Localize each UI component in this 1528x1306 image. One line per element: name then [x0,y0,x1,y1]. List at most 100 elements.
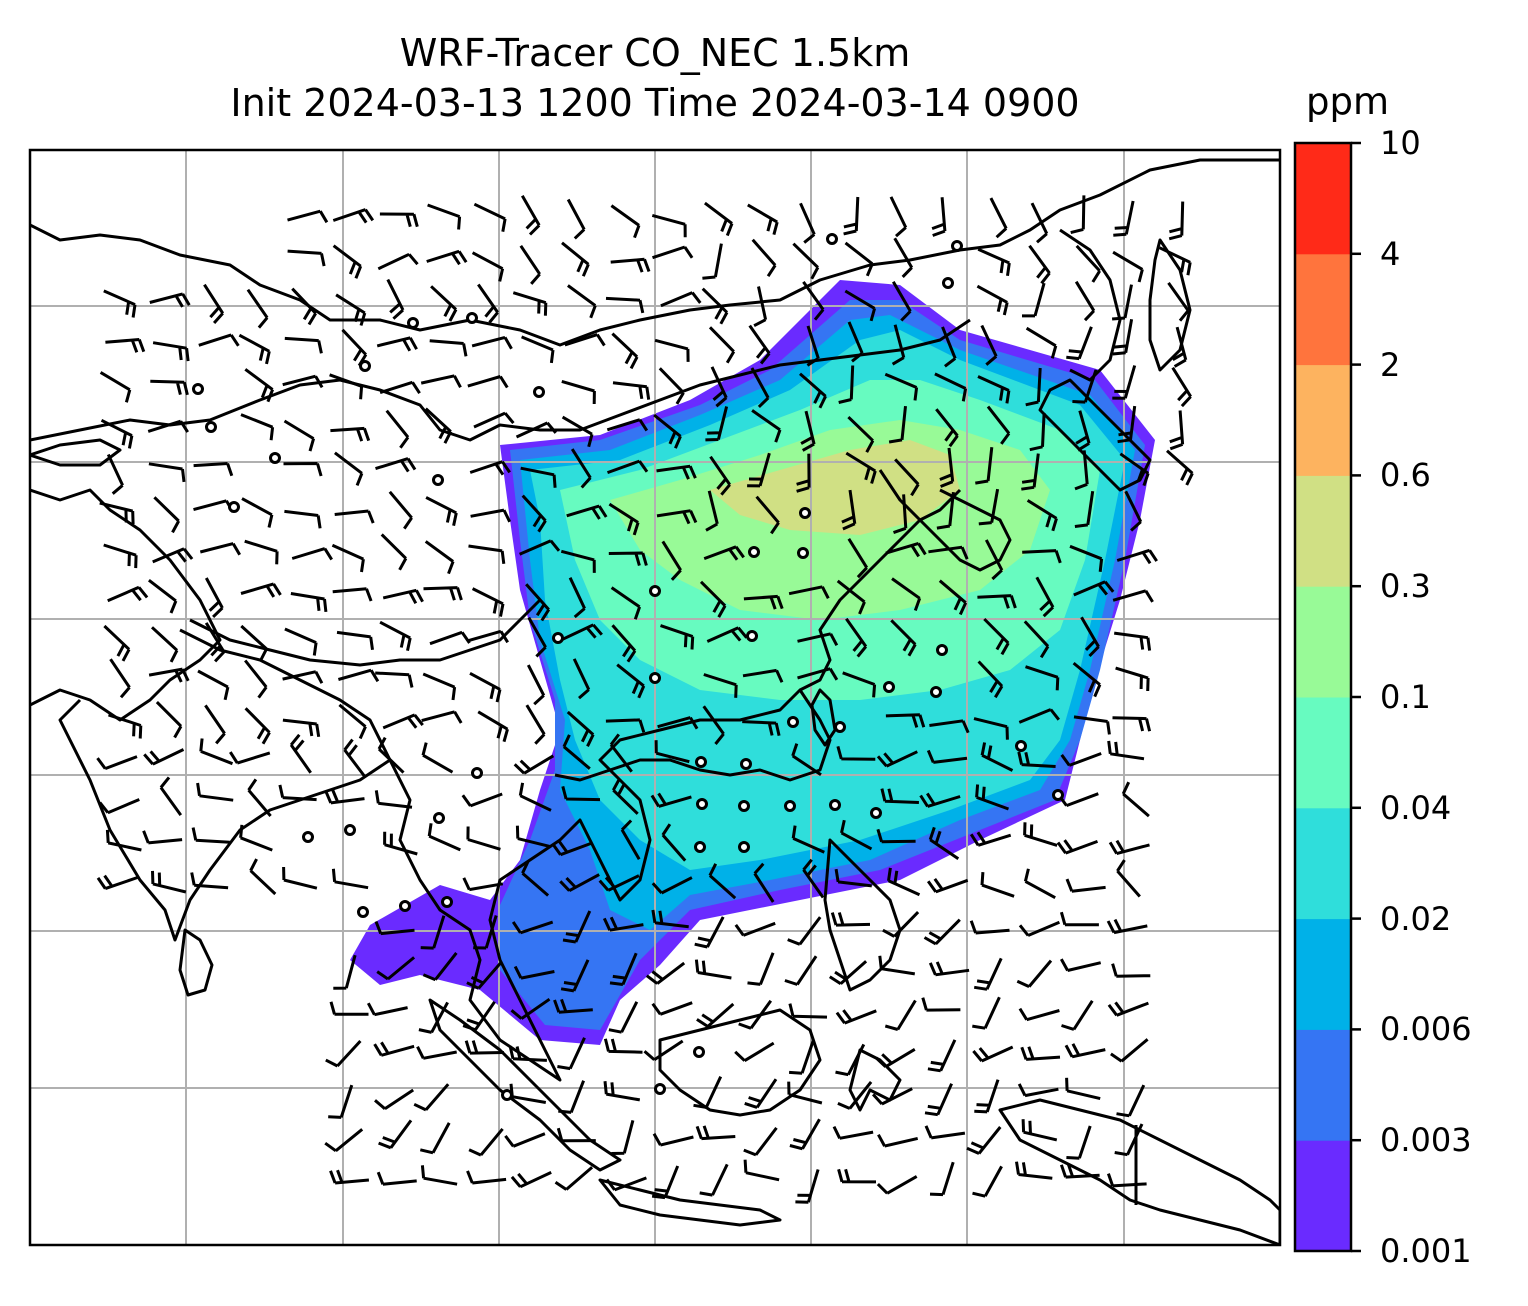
wind-barb [695,1125,736,1141]
wind-barb [747,203,779,235]
wind-barb [469,460,511,476]
wind-barb [204,577,224,618]
wind-barb [611,777,639,815]
wind-barb [525,583,551,622]
wind-barb [147,419,189,433]
coast-arctic-north [30,158,1280,347]
wind-barb [710,366,728,408]
wind-barb [847,416,875,453]
wind-barb [645,961,686,985]
wind-barb [551,840,593,857]
wind-barb [244,659,268,699]
wind-barb [249,858,277,896]
wind-barb [605,1176,647,1192]
wind-barb [193,462,234,477]
wind-barb [802,858,825,899]
wind-barb [877,1133,919,1148]
wind-barb [155,701,183,739]
wind-barb [699,580,727,618]
wind-barb [1064,1043,1106,1059]
wind-barb [694,959,732,980]
wind-barb [651,1001,693,1016]
wind-barb [240,624,268,662]
wind-barb [832,1125,874,1140]
wind-barb [282,866,318,890]
colorbar-segment [1295,586,1351,698]
wind-barb [935,408,959,448]
coast-kamchatka [1148,238,1192,372]
colorbar-segment [1295,475,1351,587]
wind-barb [105,338,146,353]
wind-barb [845,617,868,658]
wind-barb [1107,1001,1149,1017]
wind-barb [284,509,322,529]
wind-barb [742,668,784,683]
wind-barb [244,539,279,565]
wind-barb [603,1038,643,1054]
wind-barb [738,999,773,1030]
wind-barb [980,742,1014,772]
wind-barb [424,540,455,575]
wind-barb [521,335,555,364]
colorbar-frame [1293,141,1353,1253]
wind-barb [520,194,541,236]
wind-barb [520,466,557,488]
wind-barb [973,957,1003,991]
calm-wind-circle [746,630,758,642]
calm-wind-circle [433,812,445,824]
calm-wind-circle [748,546,760,558]
wind-barb [468,1127,504,1157]
wind-barb [696,1002,735,1028]
wind-barb [1116,859,1141,898]
colorbar-segment [1295,253,1351,366]
wind-barb [470,508,512,523]
wind-barb [284,627,318,656]
wind-barb [1066,1125,1092,1160]
wind-barb [324,1128,364,1153]
wind-barb [572,658,591,700]
calm-wind-circle [359,360,371,372]
wind-barb [941,326,957,368]
wind-barb [287,209,329,224]
wind-barb [1115,666,1150,692]
wind-barb [332,208,375,224]
wind-barb [159,776,183,816]
wind-barb [1070,195,1086,235]
wind-barb [1112,319,1134,356]
wind-barb [743,1126,778,1157]
wind-barb [1168,201,1185,241]
wind-barb [986,405,1011,445]
wind-barb [885,713,926,728]
border-central-asia [30,318,971,442]
wind-barb [751,238,777,278]
colorbar-segment [1295,918,1351,1030]
wind-barb [1059,958,1102,972]
wind-barb [844,289,877,322]
wind-barb [890,619,917,657]
calm-wind-circle [693,1046,705,1058]
wind-barb [840,819,873,851]
calm-wind-circle [552,632,564,644]
wind-barb [661,540,682,581]
wind-barb [929,719,970,734]
wind-barb [427,203,462,230]
wind-barb [338,703,367,740]
map-frame [28,148,1282,1247]
calm-wind-circle [399,900,411,912]
wind-barb [420,374,462,389]
wind-barb [705,406,729,442]
wind-barb [151,870,187,894]
lat-lon-gridlines [30,150,1280,1245]
wind-barb [426,249,468,266]
wind-barb [568,577,586,619]
wind-barb [612,381,651,400]
wind-barb [332,587,373,602]
wind-barb [153,496,181,534]
wind-barb [835,1043,866,1077]
wind-barb [652,245,694,260]
wind-barb [976,284,1009,316]
wind-barb [972,1045,1014,1063]
wind-barb [191,827,230,844]
wind-barb [560,959,590,993]
wind-barb [464,1040,504,1055]
